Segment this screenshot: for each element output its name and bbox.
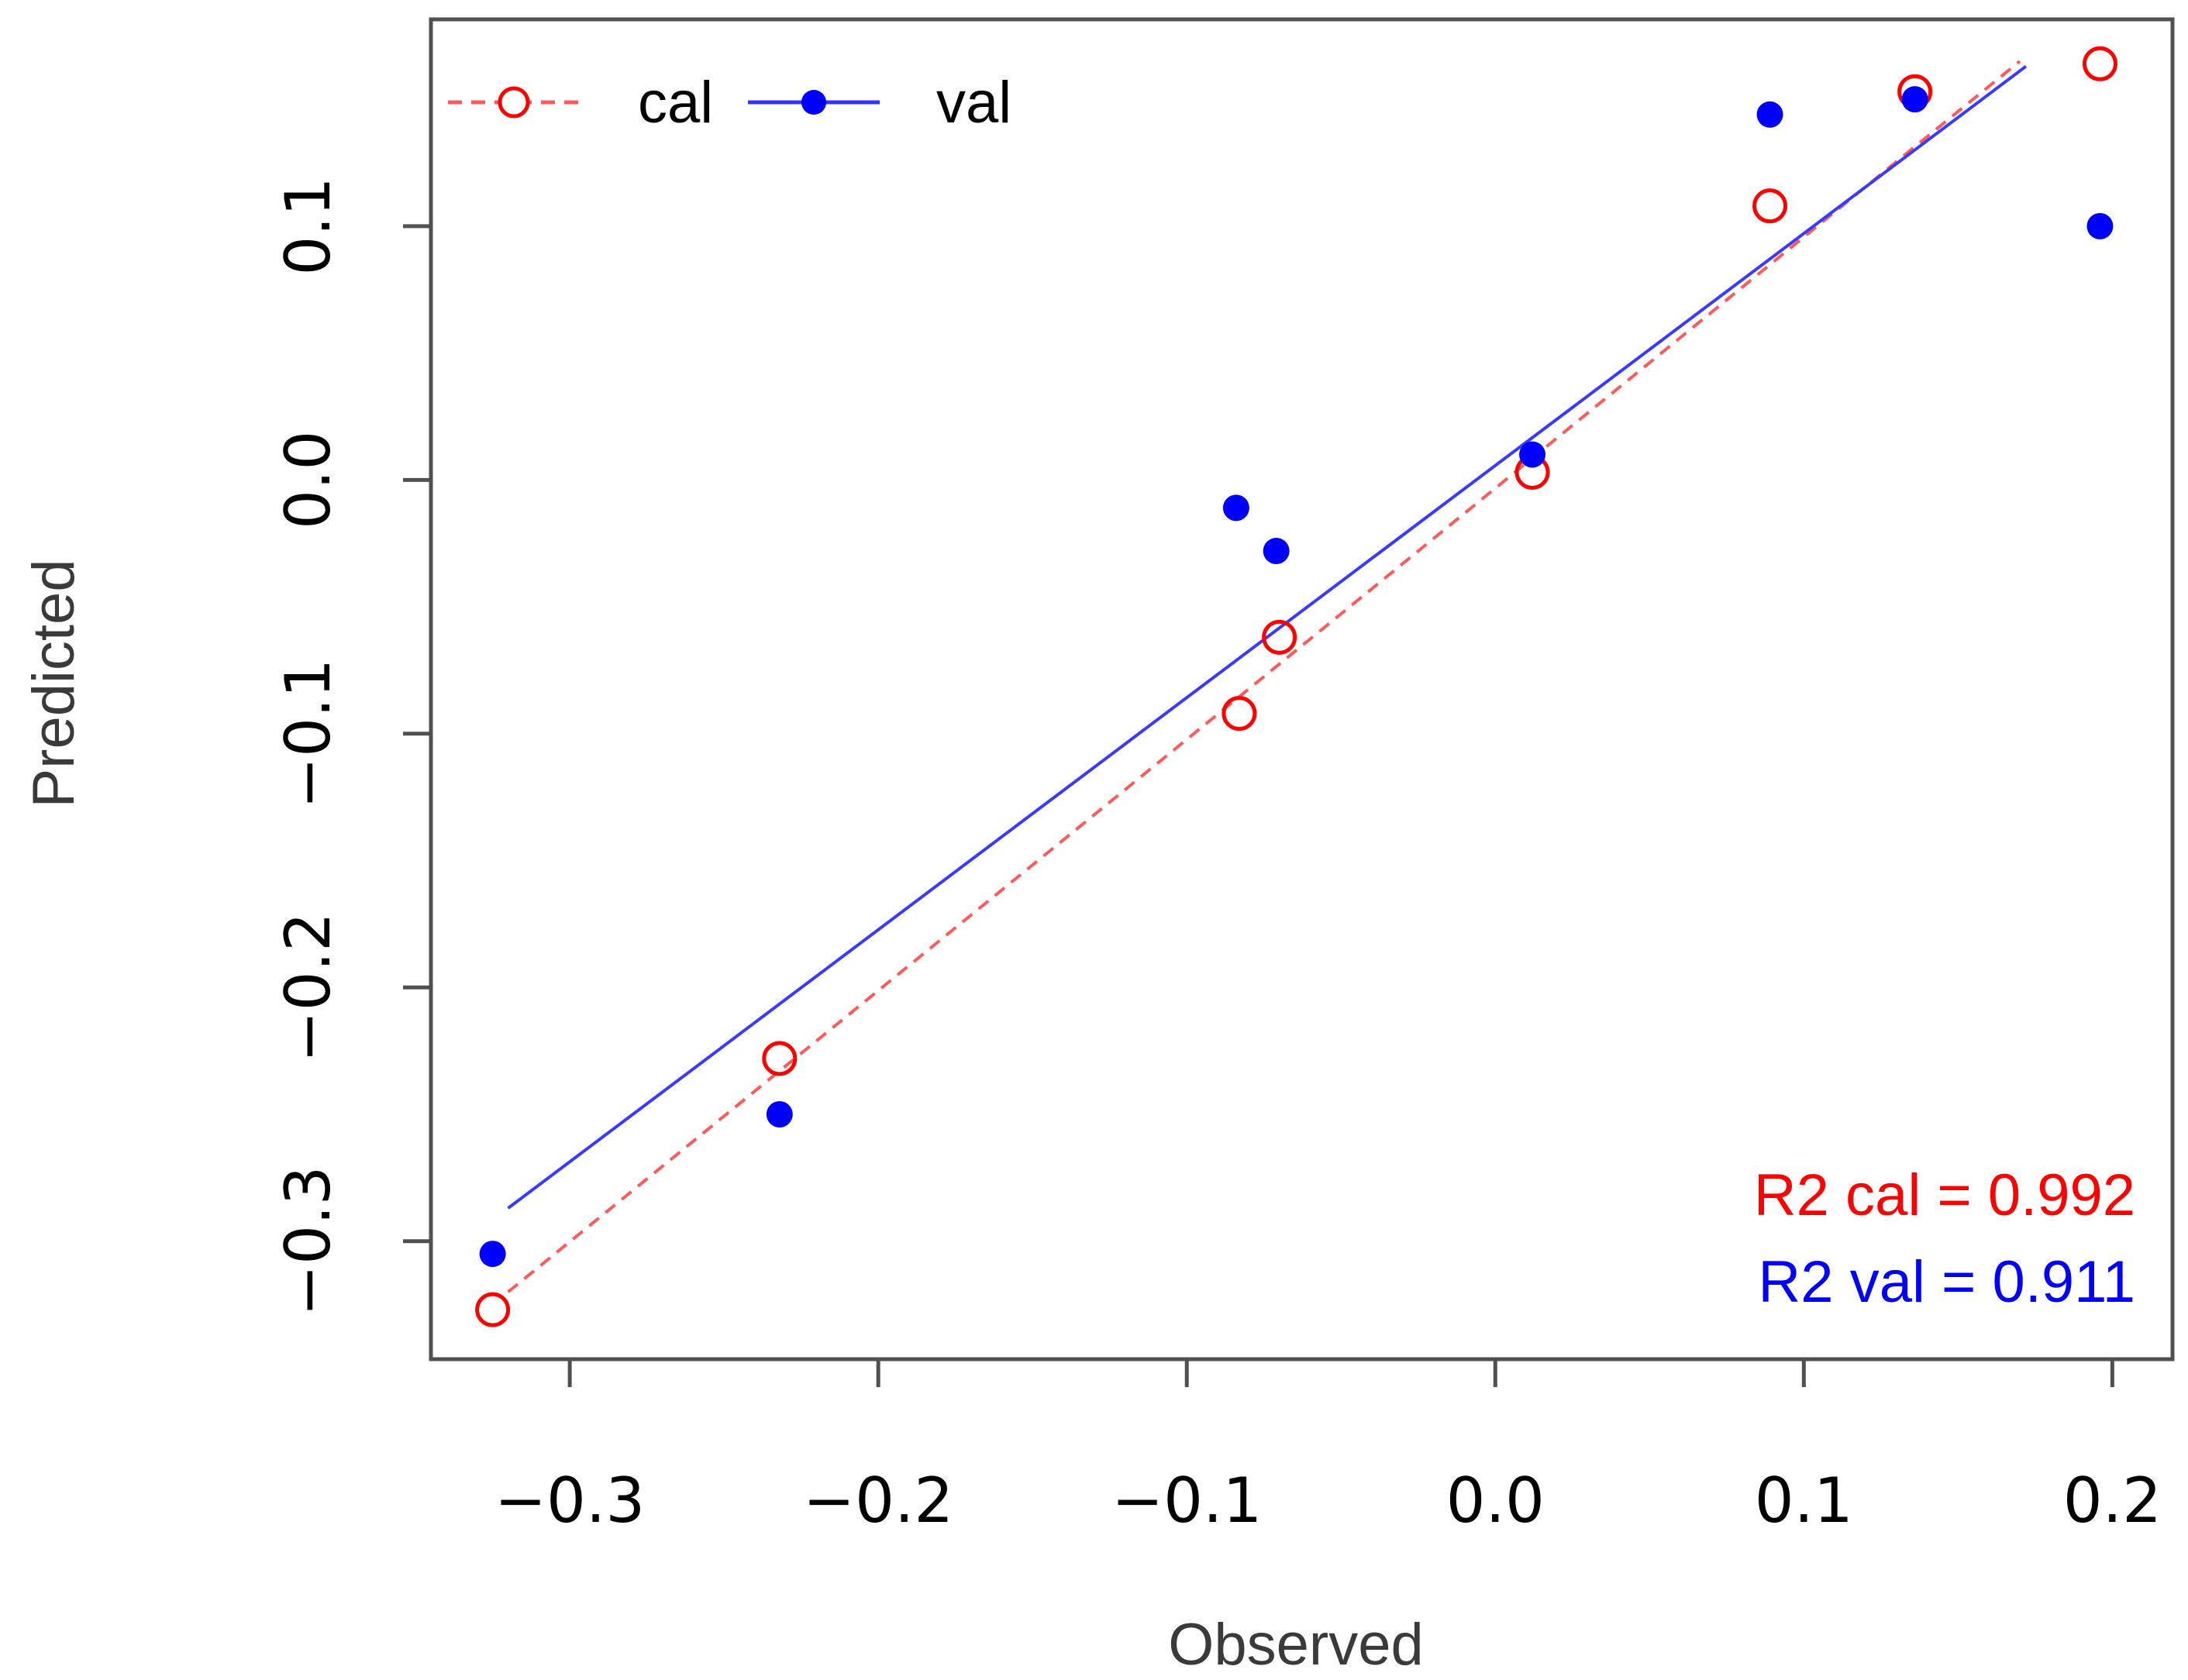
point-val [479, 1241, 506, 1268]
x-tick-label: −0.3 [494, 1465, 645, 1537]
r2-cal-annotation: R2 cal = 0.992 [1754, 1162, 2135, 1228]
legend-cal-label: cal [638, 70, 713, 136]
point-val [1756, 101, 1783, 128]
y-tick-label: 0.1 [272, 177, 344, 275]
y-axis: −0.3 −0.2 −0.1 0.0 0.1 [272, 177, 431, 1317]
y-axis-title: Predicted [21, 559, 87, 807]
point-cal [1221, 696, 1257, 732]
x-axis: −0.3 −0.2 −0.1 0.0 0.1 0.2 [494, 1359, 2162, 1537]
x-tick-label: 0.2 [2063, 1465, 2162, 1537]
r2-val-annotation: R2 val = 0.911 [1758, 1249, 2135, 1315]
point-cal [762, 1041, 798, 1076]
point-val [1901, 86, 1928, 113]
x-tick-label: −0.1 [1111, 1465, 1262, 1537]
plot-frame [429, 17, 2175, 1362]
legend-val-label: val [936, 70, 1011, 136]
point-cal [1752, 188, 1788, 224]
legend-val-marker [801, 90, 826, 115]
point-val [1222, 494, 1249, 522]
data-points [475, 46, 2117, 1327]
fit-line-cal [507, 60, 2021, 1293]
y-tick-label: −0.1 [272, 659, 344, 809]
point-cal [2082, 46, 2117, 81]
y-tick-label: −0.2 [272, 912, 344, 1062]
point-cal [1262, 619, 1297, 655]
x-tick-label: 0.0 [1446, 1465, 1545, 1537]
point-cal [475, 1292, 511, 1327]
fit-lines [507, 60, 2028, 1293]
legend: cal val [448, 70, 1011, 136]
point-val [1519, 441, 1546, 468]
x-tick-label: −0.2 [803, 1465, 953, 1537]
y-tick-label: −0.3 [272, 1166, 344, 1317]
x-axis-title: Observed [1168, 1612, 1424, 1678]
y-tick-label: 0.0 [272, 431, 344, 529]
point-val [1263, 538, 1290, 565]
point-val [2086, 212, 2114, 239]
legend-cal-marker [498, 86, 530, 119]
fit-line-val [507, 64, 2028, 1210]
point-val [766, 1100, 793, 1127]
x-tick-label: 0.1 [1755, 1465, 1853, 1537]
